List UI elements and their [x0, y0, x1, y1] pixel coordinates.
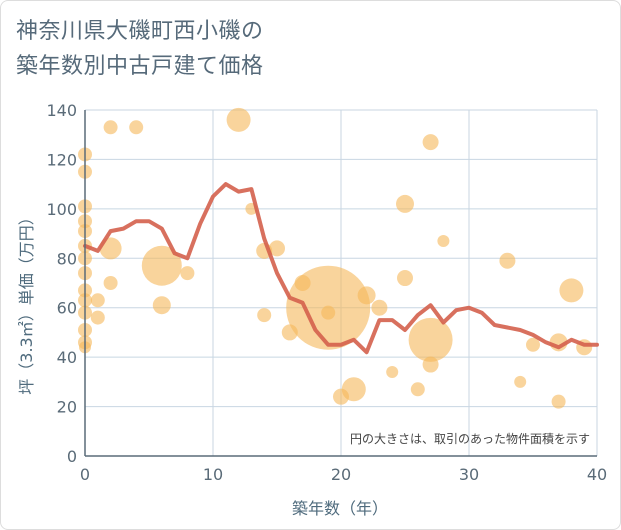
bubble-21 [152, 296, 171, 315]
bubble-48 [551, 394, 566, 409]
bubble-40 [422, 134, 439, 151]
y-tick-80: 80 [57, 249, 77, 268]
y-tick-120: 120 [46, 150, 77, 169]
x-tick-30: 30 [459, 465, 479, 484]
bubble-16 [103, 120, 118, 135]
bubble-34 [357, 286, 376, 305]
bubble-27 [269, 240, 285, 257]
x-tick-10: 10 [203, 465, 223, 484]
size-note: 円の大きさは、取引のあった物件面積を示す [350, 431, 590, 446]
bubbles [78, 107, 593, 409]
chart-title-line1: 神奈川県大磯町西小磯の [16, 19, 264, 44]
bubble-31 [321, 305, 336, 320]
bubble-20 [141, 245, 182, 286]
y-tick-60: 60 [57, 299, 77, 318]
bubble-14 [90, 293, 105, 308]
bubble-37 [396, 194, 414, 213]
bubble-46 [526, 337, 540, 352]
bubble-22 [180, 266, 195, 281]
y-tick-20: 20 [57, 398, 77, 417]
bubble-33 [341, 377, 366, 402]
bubble-35 [371, 299, 388, 316]
bubble-19 [129, 120, 144, 135]
bubble-41 [408, 317, 453, 362]
bubble-44 [499, 252, 516, 269]
y-tick-0: 0 [67, 447, 77, 466]
bubble-36 [386, 365, 399, 378]
trend-line [83, 182, 599, 355]
y-tick-140: 140 [46, 101, 77, 120]
bubble-26 [257, 308, 272, 323]
x-tick-40: 40 [587, 465, 607, 484]
bubble-42 [422, 356, 439, 373]
bubble-15 [90, 310, 105, 325]
bubble-43 [437, 234, 450, 247]
bubble-39 [410, 382, 425, 397]
trend [83, 182, 599, 355]
x-tick-0: 0 [80, 465, 90, 484]
axes [84, 110, 597, 457]
bubble-45 [514, 375, 527, 388]
chart-title: 神奈川県大磯町西小磯の 築年数別中古戸建て価格 [16, 14, 264, 84]
chart-title-line2: 築年数別中古戸建て価格 [16, 54, 264, 79]
ticks: 0 20 40 60 80 100 120 140 0 10 20 30 40 [46, 101, 607, 484]
bubble-18 [103, 276, 118, 290]
bubble-38 [397, 270, 413, 287]
x-axis-label: 築年数（年） [292, 499, 388, 518]
y-tick-100: 100 [46, 200, 77, 219]
x-tick-20: 20 [331, 465, 351, 484]
y-tick-40: 40 [57, 348, 77, 367]
bubble-23 [226, 107, 251, 132]
bubble-49 [559, 278, 584, 303]
y-axis-label: 坪（3.3㎡）単価（万円） [17, 209, 36, 394]
